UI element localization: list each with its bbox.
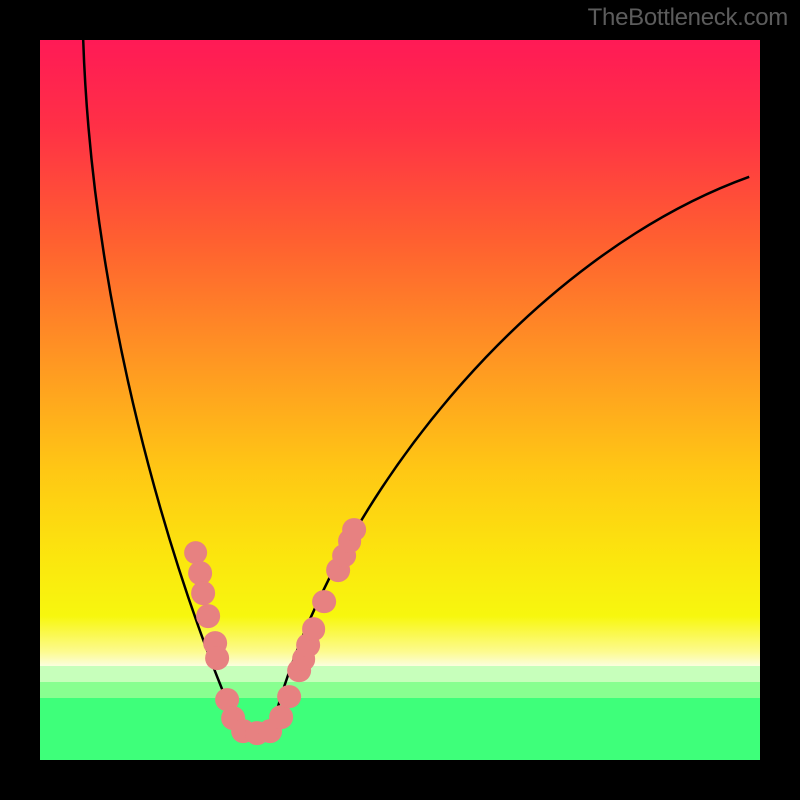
plot-area xyxy=(40,40,760,760)
data-marker xyxy=(192,581,216,605)
data-marker xyxy=(197,604,221,628)
data-marker xyxy=(205,646,229,670)
data-marker xyxy=(277,685,301,709)
v-curve xyxy=(40,40,760,760)
watermark-text: TheBottleneck.com xyxy=(588,4,788,32)
data-marker xyxy=(302,617,326,641)
data-marker xyxy=(342,518,366,542)
data-marker xyxy=(313,590,337,614)
